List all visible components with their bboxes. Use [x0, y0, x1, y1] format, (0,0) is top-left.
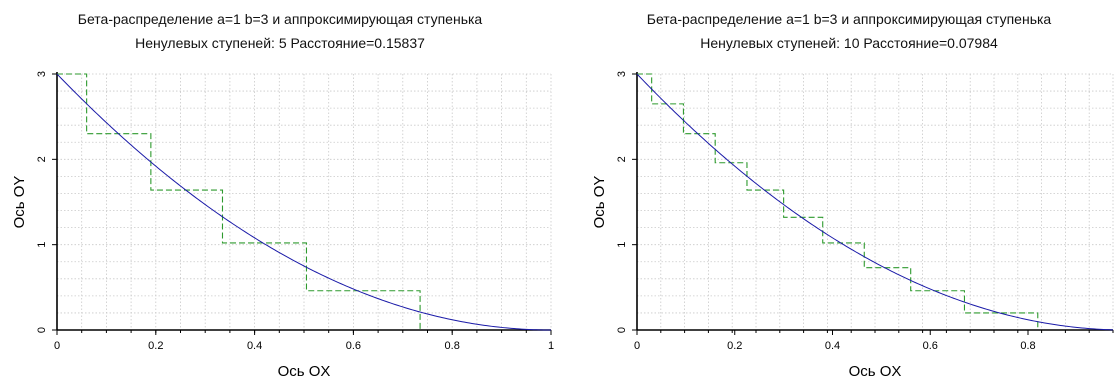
- x-tick-label: 0.2: [148, 340, 163, 352]
- y-tick-label: 2: [36, 156, 48, 162]
- y-tick-label: 1: [36, 242, 48, 248]
- grid: [57, 73, 552, 330]
- y-tick-label: 0: [36, 327, 48, 333]
- x-tick-label: 0.2: [727, 340, 742, 352]
- density-curve: [636, 73, 1114, 331]
- x-tick-label: 0: [634, 340, 640, 352]
- chart-title: Бета-распределение a=1 b=3 и аппроксимир…: [646, 11, 1052, 27]
- y-tick-label: 3: [616, 71, 628, 77]
- chart-subtitle: Ненулевых ступеней: 5 Расстояние=0.15837: [135, 35, 425, 51]
- x-tick-label: 0.8: [445, 340, 460, 352]
- x-tick-label: 0.4: [825, 340, 840, 352]
- x-tick-label: 1: [548, 340, 554, 352]
- y-tick-label: 0: [616, 327, 628, 333]
- x-tick-label: 0.6: [346, 340, 361, 352]
- chart-svg-right: 0 0.2 0.4 0.6 0.8 0 1 2 3 Ось OX Ось OY: [591, 71, 1114, 380]
- chart-title: Бета-распределение a=1 b=3 и аппроксимир…: [77, 11, 483, 27]
- grid: [637, 73, 1114, 330]
- chart-panel-left: Бета-распределение a=1 b=3 и аппроксимир…: [11, 11, 554, 380]
- x-tick-label: 0.6: [923, 340, 938, 352]
- y-tick-label: 2: [616, 156, 628, 162]
- x-tick-label: 0: [54, 340, 60, 352]
- density-curve: [56, 73, 552, 331]
- x-tick-label: 0.4: [247, 340, 262, 352]
- x-axis-title: Ось OX: [278, 363, 331, 380]
- y-axis-title: Ось OY: [591, 176, 608, 229]
- x-axis-title: Ось OX: [849, 363, 902, 380]
- y-tick-label: 1: [616, 242, 628, 248]
- chart-svg-left: 0 0.2 0.4 0.6 0.8 1 0 1 2 3 Ось OX Ось OY: [11, 71, 554, 380]
- x-tick-label: 0.8: [1020, 340, 1035, 352]
- step-series: [57, 73, 421, 330]
- y-tick-label: 3: [36, 71, 48, 77]
- chart-panel-right: Бета-распределение a=1 b=3 и аппроксимир…: [580, 0, 1118, 385]
- y-axis-title: Ось OY: [11, 176, 28, 229]
- step-series: [637, 73, 1039, 330]
- chart-subtitle: Ненулевых ступеней: 10 Расстояние=0.0798…: [700, 35, 998, 51]
